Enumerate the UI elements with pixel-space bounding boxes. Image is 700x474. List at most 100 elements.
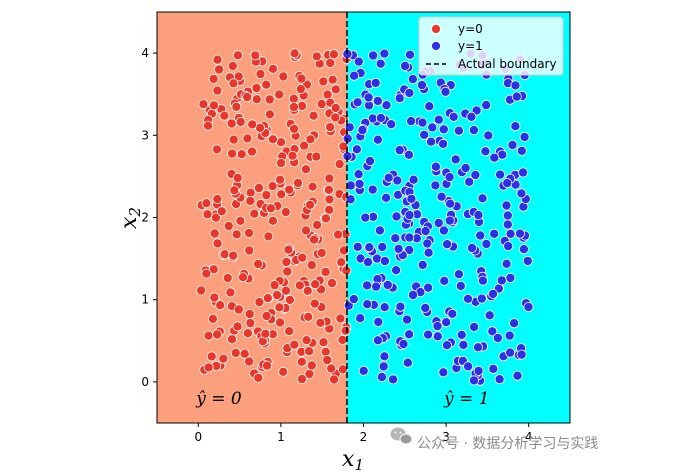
point-y=1 [516,188,527,199]
point-y=1 [375,112,386,123]
point-y=0 [304,199,315,210]
point-y=0 [337,364,348,375]
point-y=1 [408,174,419,185]
legend: y=0 y=1 Actual boundary [418,16,564,76]
point-y=0 [254,297,265,308]
point-y=1 [516,349,527,360]
point-y=1 [404,232,415,243]
point-y=1 [455,280,466,291]
point-y=1 [438,138,449,149]
point-y=1 [378,361,389,372]
point-y=0 [336,257,347,268]
point-y=1 [464,176,475,187]
point-y=0 [337,334,348,345]
point-y=1 [468,375,479,386]
point-y=0 [326,278,337,289]
point-y=0 [251,94,262,105]
point-y=1 [448,111,459,122]
point-y=0 [212,238,223,249]
point-y=1 [391,211,402,222]
point-y=1 [357,125,368,136]
point-y=1 [468,125,479,136]
point-y=0 [203,120,214,131]
point-y=0 [324,173,335,184]
point-y=1 [492,332,503,343]
point-y=0 [303,311,314,322]
point-y=0 [297,252,308,263]
watermark-text: 公众号 · 数据分析学习与实践 [417,436,598,452]
point-y=1 [519,131,530,142]
point-y=0 [212,85,223,96]
point-y=1 [417,117,428,128]
point-y=0 [300,225,311,236]
point-y=1 [441,317,452,328]
point-y=0 [274,89,285,100]
point-y=0 [226,118,237,129]
point-y=1 [509,318,520,329]
point-y=1 [420,226,431,237]
point-y=0 [306,260,317,271]
region-label-y-hat-1: ŷ = 1 [443,389,489,409]
point-y=0 [242,133,253,144]
point-y=1 [503,241,514,252]
point-y=1 [423,282,434,293]
point-y=0 [283,244,294,255]
point-y=0 [311,151,322,162]
point-y=0 [261,79,272,90]
point-y=1 [460,162,471,173]
x-tick-label: 3 [442,430,450,444]
point-y=1 [394,93,405,104]
point-y=0 [309,298,320,309]
point-y=1 [466,111,477,122]
point-y=0 [318,76,329,87]
point-y=0 [335,313,346,324]
point-y=0 [320,213,331,224]
point-y=0 [228,134,239,145]
point-y=0 [253,372,264,383]
x-tick-label: 0 [194,430,202,444]
point-y=0 [281,256,292,267]
data-points [196,48,534,386]
point-y=0 [274,302,285,313]
wechat-icon [390,427,413,445]
point-y=1 [398,338,409,349]
point-y=0 [233,304,244,315]
point-y=1 [462,293,473,304]
point-y=0 [269,280,280,291]
y-tick-label: 2 [141,211,149,225]
point-y=0 [315,317,326,328]
point-y=1 [477,193,488,204]
point-y=1 [447,308,458,319]
point-y=1 [391,265,402,276]
point-y=1 [374,225,385,236]
point-y=0 [239,348,250,359]
point-y=1 [453,125,464,136]
point-y=0 [244,245,255,256]
point-y=1 [404,244,415,255]
point-y=1 [494,374,505,385]
point-y=1 [345,194,356,205]
point-y=0 [263,231,274,242]
point-y=0 [323,184,334,195]
point-y=1 [439,275,450,286]
point-y=0 [201,268,212,279]
point-y=1 [424,101,435,112]
point-y=1 [422,238,433,249]
point-y=1 [473,210,484,221]
point-y=1 [453,269,464,280]
point-y=1 [445,198,456,209]
point-y=0 [278,71,289,82]
point-y=1 [444,215,455,226]
point-y=0 [202,209,213,220]
point-y=0 [207,313,218,324]
point-y=0 [308,234,319,245]
point-y=0 [320,266,331,277]
point-y=0 [203,330,214,341]
point-y=1 [367,184,378,195]
point-y=1 [402,357,413,368]
point-y=0 [280,207,291,218]
region-label-y-hat-0: ŷ = 0 [195,389,242,409]
series-y=1 [342,48,534,386]
point-y=1 [393,243,404,254]
point-y=1 [501,258,512,269]
